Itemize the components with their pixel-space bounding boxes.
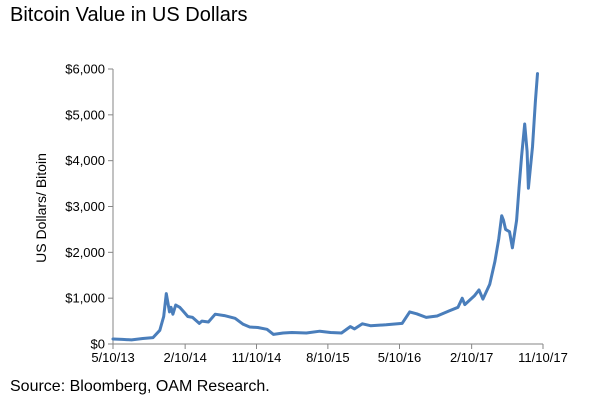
data-point xyxy=(130,338,133,342)
data-point xyxy=(242,323,245,326)
data-point xyxy=(481,297,485,301)
x-tick-label: 11/10/17 xyxy=(518,350,568,365)
data-point xyxy=(111,337,115,341)
data-point xyxy=(141,337,144,340)
data-point xyxy=(473,294,476,298)
x-tick-label: 5/10/13 xyxy=(91,350,134,365)
data-point xyxy=(385,323,388,326)
data-point xyxy=(531,145,534,149)
x-tick-label: 5/10/16 xyxy=(378,350,421,365)
data-point xyxy=(515,219,518,222)
data-point xyxy=(415,312,418,315)
data-point xyxy=(536,72,539,75)
data-point xyxy=(340,331,343,335)
data-point xyxy=(169,306,173,309)
data-point xyxy=(200,319,204,323)
data-point xyxy=(497,237,500,240)
data-point xyxy=(488,283,491,286)
data-point xyxy=(493,260,497,263)
y-tick-label: $6,000 xyxy=(65,62,105,77)
data-point xyxy=(447,309,451,313)
y-tick-label: $1,000 xyxy=(65,291,105,306)
data-point xyxy=(504,228,507,231)
data-point xyxy=(318,330,321,333)
x-tick-label: 11/10/14 xyxy=(232,350,282,365)
data-point xyxy=(282,331,285,335)
data-point xyxy=(456,306,460,309)
data-point xyxy=(500,214,503,217)
data-point xyxy=(256,326,259,329)
data-point xyxy=(361,322,364,325)
data-point xyxy=(207,320,210,324)
data-point xyxy=(523,122,526,126)
x-tick-label: 8/10/15 xyxy=(306,350,349,365)
data-point xyxy=(400,322,404,325)
y-tick-label: $2,000 xyxy=(65,245,105,260)
data-point xyxy=(508,230,511,233)
data-point xyxy=(353,327,356,331)
x-tick-label: 2/10/14 xyxy=(163,350,206,365)
data-point xyxy=(191,316,194,319)
data-point xyxy=(435,314,439,318)
data-point xyxy=(158,329,161,332)
series-layer xyxy=(111,72,539,342)
data-point xyxy=(223,314,226,317)
data-point xyxy=(534,99,537,103)
data-point xyxy=(168,310,171,314)
data-point xyxy=(166,301,170,304)
data-point xyxy=(502,219,505,222)
data-point xyxy=(151,336,155,339)
y-tick-label: $5,000 xyxy=(65,107,105,122)
data-point xyxy=(174,303,177,307)
source-note: Source: Bloomberg, OAM Research. xyxy=(10,378,270,395)
chart-title: Bitcoin Value in US Dollars xyxy=(10,4,248,26)
data-point xyxy=(178,306,181,309)
data-point xyxy=(182,310,185,314)
axes xyxy=(108,68,544,349)
data-point xyxy=(162,315,165,318)
data-point xyxy=(517,187,521,190)
data-point xyxy=(461,297,464,300)
data-point xyxy=(214,313,217,316)
y-tick-labels: $0 $1,000 $2,000 $3,000 $4,000 $5,000 $6,000 xyxy=(65,62,105,352)
y-axis-label: US Dollars/ Bitoin xyxy=(33,153,49,263)
data-point xyxy=(265,328,269,331)
bitcoin-price-line xyxy=(111,72,539,342)
data-point xyxy=(477,288,481,292)
data-point xyxy=(186,315,189,318)
x-tick-label: 2/10/17 xyxy=(450,350,493,365)
data-point xyxy=(329,331,332,334)
data-point xyxy=(290,331,293,334)
data-point xyxy=(529,168,532,171)
x-tick-labels: 5/10/13 2/10/14 11/10/14 8/10/15 5/10/16 2/10… xyxy=(91,350,568,365)
data-point xyxy=(165,292,168,295)
data-point xyxy=(171,313,175,316)
data-point xyxy=(349,325,352,328)
data-point xyxy=(408,310,411,314)
data-point xyxy=(369,324,372,327)
data-point xyxy=(233,317,237,320)
data-point xyxy=(198,322,201,325)
y-tick-label: $3,000 xyxy=(65,199,105,214)
data-point xyxy=(121,338,124,341)
data-point xyxy=(248,325,251,329)
data-point xyxy=(525,150,529,153)
data-point xyxy=(511,246,514,249)
y-tick-label: $4,000 xyxy=(65,153,105,168)
data-point xyxy=(463,303,466,306)
data-point xyxy=(305,331,308,335)
data-point xyxy=(272,333,275,336)
data-point xyxy=(520,154,523,158)
data-point xyxy=(425,316,428,319)
data-point xyxy=(527,187,530,190)
y-tick-label: $0 xyxy=(91,337,105,352)
